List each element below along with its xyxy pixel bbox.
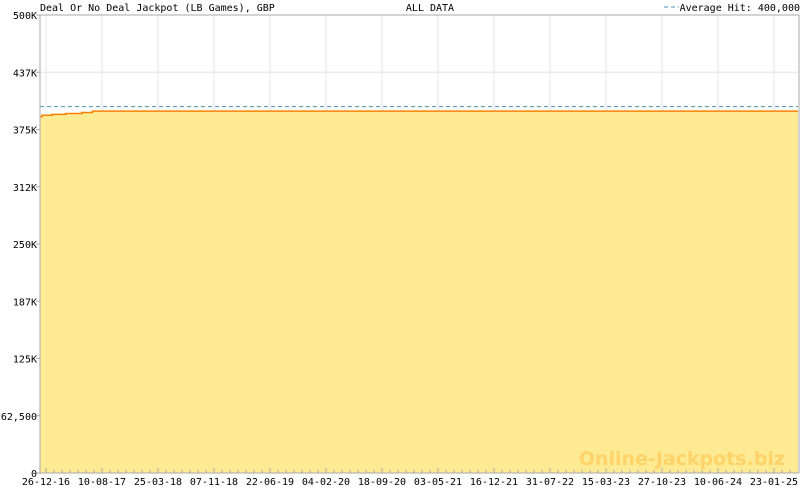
y-tick-label: 0 [31, 469, 37, 480]
y-tick-label: 312K [13, 183, 37, 194]
x-tick-label: 03-05-21 [414, 477, 462, 488]
y-tick-label: 250K [13, 240, 37, 251]
chart-subtitle: ALL DATA [406, 3, 454, 14]
x-tick-label: 23-01-25 [750, 477, 798, 488]
jackpot-line [40, 110, 798, 118]
x-tick-label: 07-11-18 [190, 477, 238, 488]
x-tick-label: 22-06-19 [246, 477, 294, 488]
axes [36, 14, 800, 474]
y-tick-label: 437K [13, 68, 37, 79]
x-tick-label: 26-12-16 [22, 477, 70, 488]
x-tick-label: 04-02-20 [302, 477, 350, 488]
y-tick-label: 187K [13, 297, 37, 308]
x-tick-label: 27-10-23 [638, 477, 686, 488]
chart-title: Deal Or No Deal Jackpot (LB Games), GBP [40, 3, 275, 14]
x-tick-label: 10-08-17 [78, 477, 126, 488]
x-tick-label: 10-06-24 [694, 477, 742, 488]
x-tick-label: 16-12-21 [470, 477, 518, 488]
x-tick-label: 31-07-22 [526, 477, 574, 488]
y-axis-labels: 0 62,500 125K 187K 250K 312K 375K 437K 500K [1, 11, 37, 480]
jackpot-area [40, 111, 798, 474]
watermark: Online-Jackpots.biz [579, 448, 785, 470]
y-tick-label: 125K [13, 355, 37, 366]
legend-average-hit: Average Hit: 400,000 [680, 3, 800, 14]
y-tick-label: 375K [13, 126, 37, 137]
y-tick-label: 62,500 [1, 412, 37, 423]
x-tick-label: 15-03-23 [582, 477, 630, 488]
x-tick-label: 25-03-18 [134, 477, 182, 488]
x-tick-label: 18-09-20 [358, 477, 406, 488]
x-axis-labels: 26-12-16 10-08-17 25-03-18 07-11-18 22-06-19… [22, 477, 798, 488]
y-tick-label: 500K [13, 11, 37, 22]
